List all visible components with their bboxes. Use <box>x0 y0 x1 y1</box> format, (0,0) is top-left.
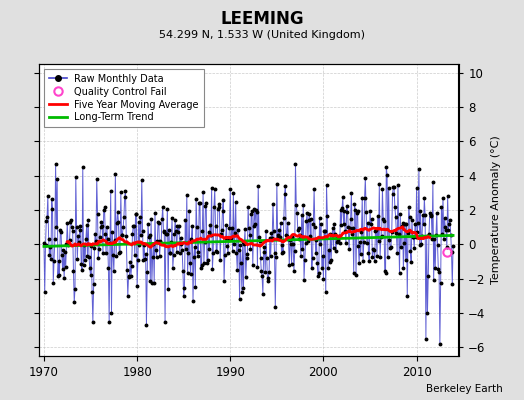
Y-axis label: Temperature Anomaly (°C): Temperature Anomaly (°C) <box>491 136 501 284</box>
Text: 54.299 N, 1.533 W (United Kingdom): 54.299 N, 1.533 W (United Kingdom) <box>159 30 365 40</box>
Legend: Raw Monthly Data, Quality Control Fail, Five Year Moving Average, Long-Term Tren: Raw Monthly Data, Quality Control Fail, … <box>44 69 204 127</box>
Text: Berkeley Earth: Berkeley Earth <box>427 384 503 394</box>
Text: LEEMING: LEEMING <box>220 10 304 28</box>
